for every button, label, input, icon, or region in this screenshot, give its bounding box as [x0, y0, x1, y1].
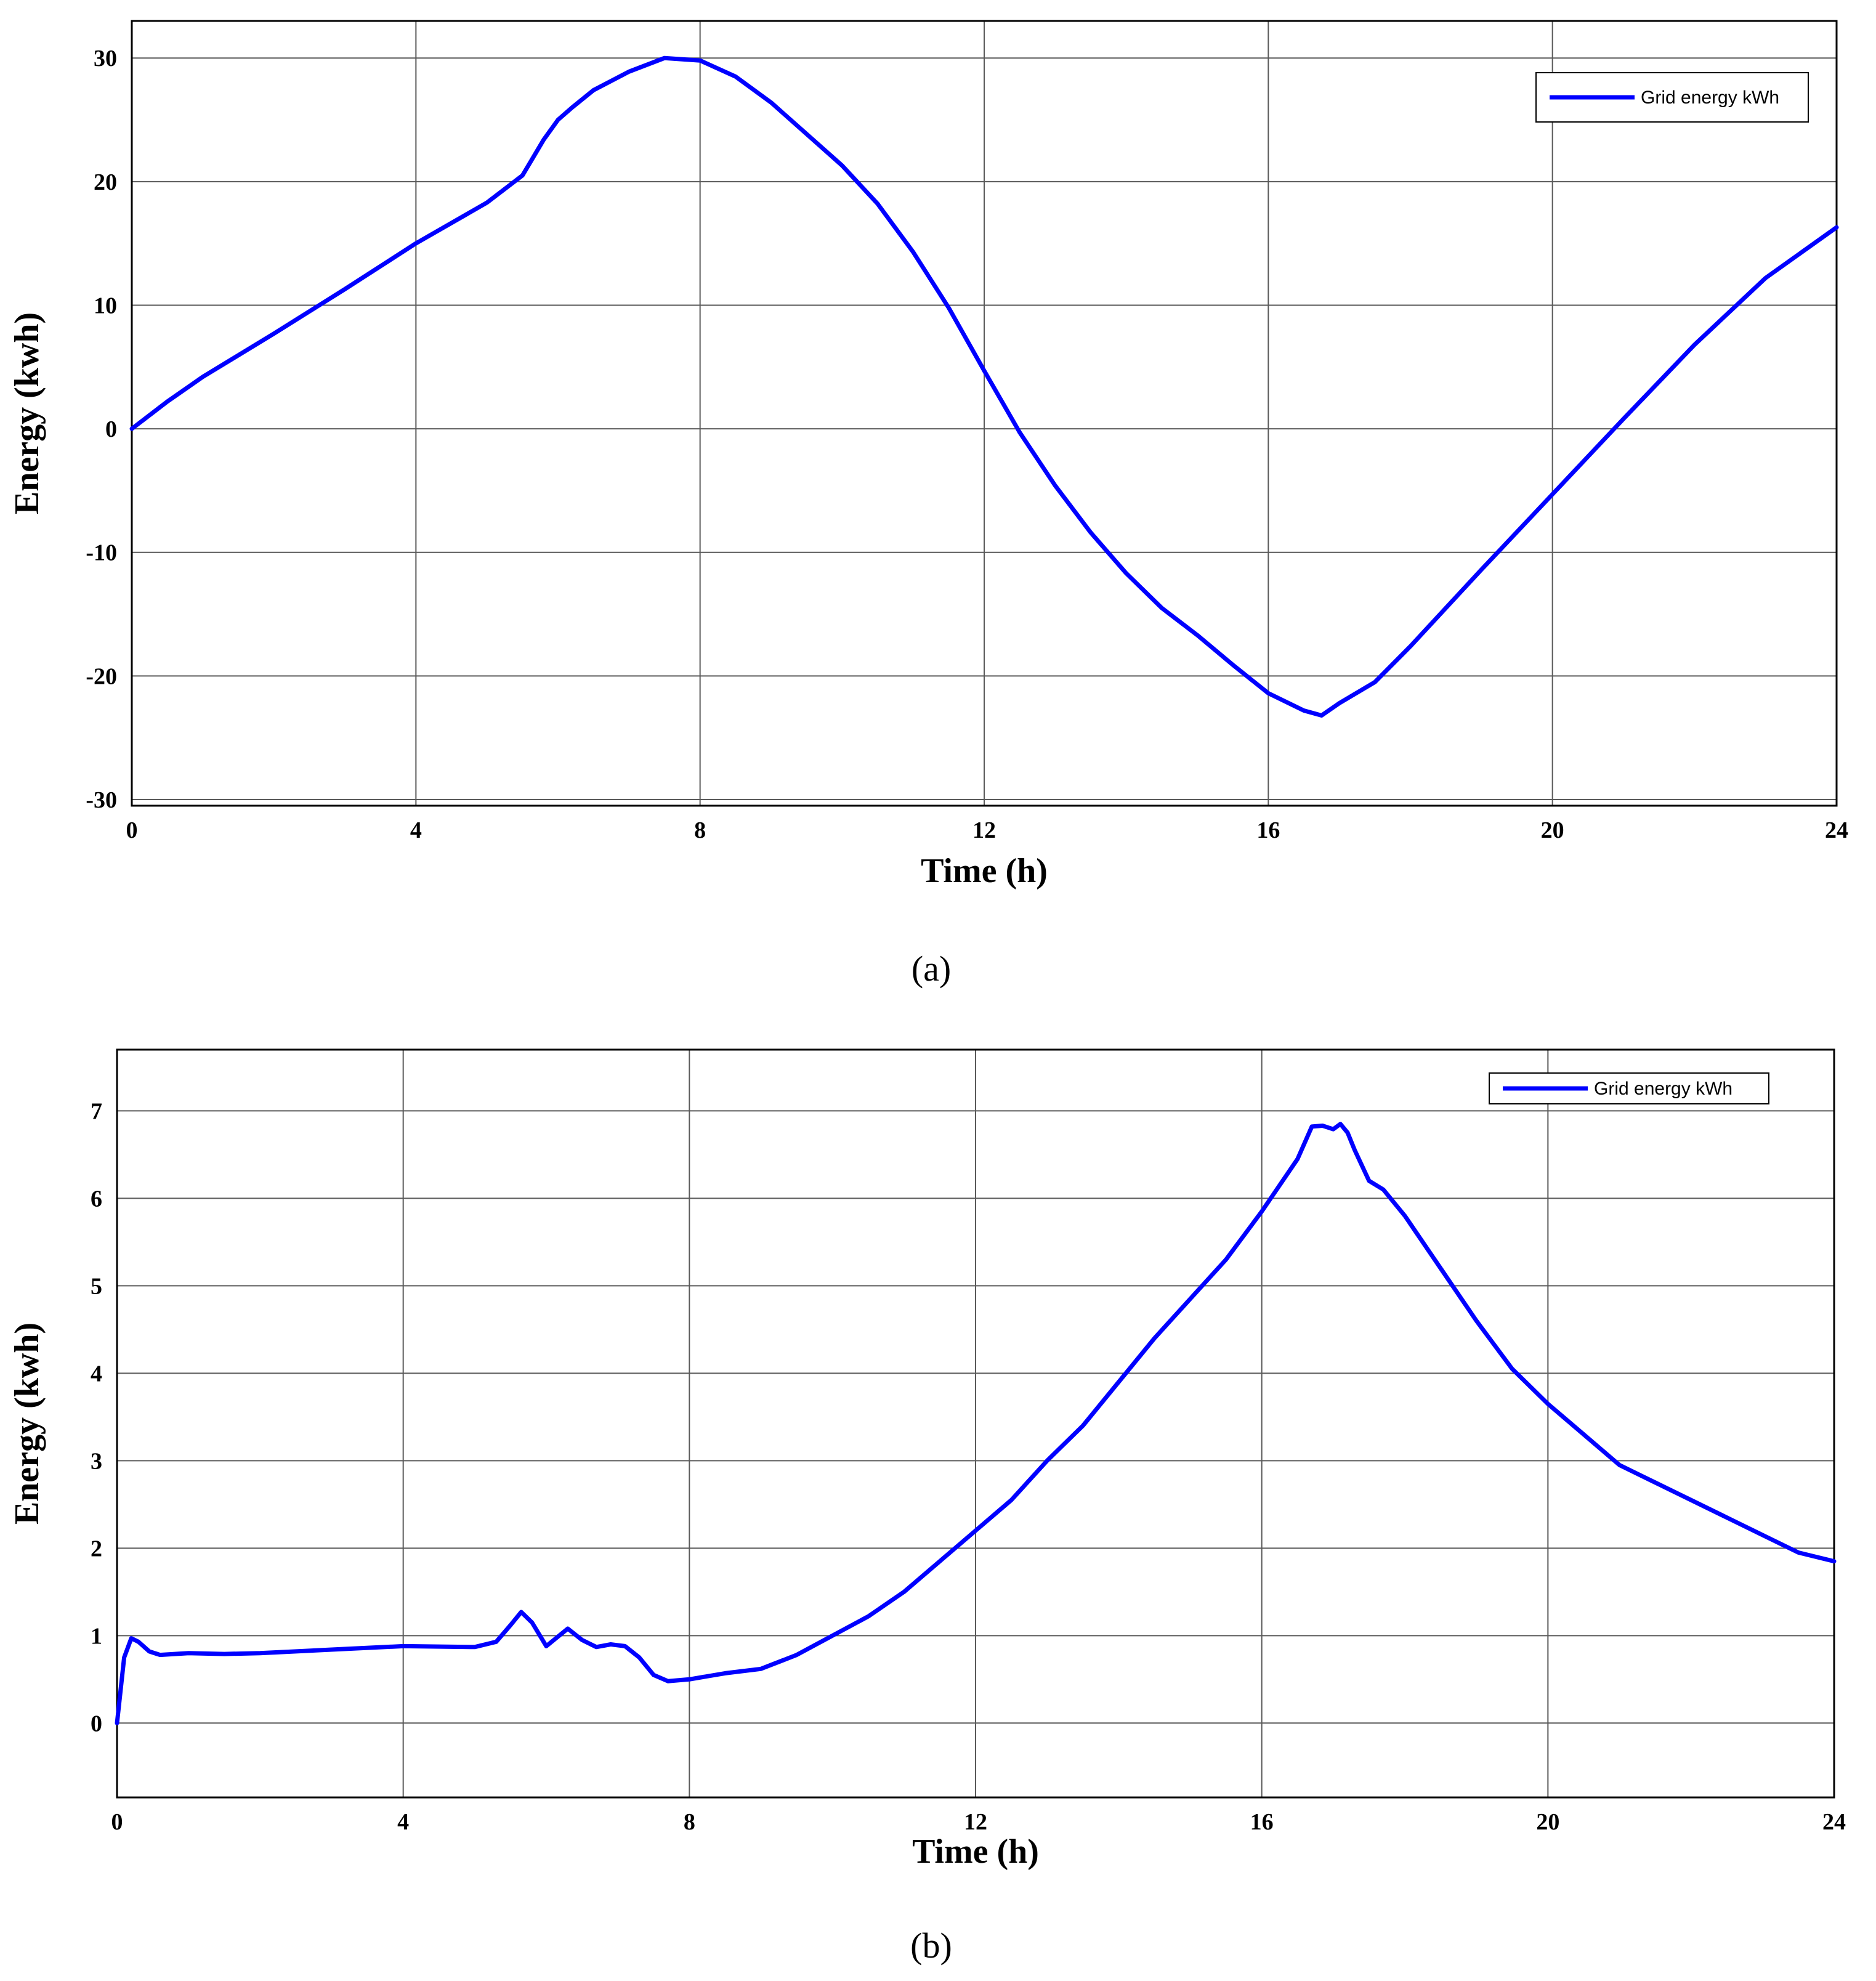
y-tick-label: 7 [91, 1098, 102, 1124]
y-axis-label: Energy (kwh) [8, 312, 46, 514]
y-tick-label: 30 [94, 46, 117, 71]
panel-caption: (b) [910, 1926, 952, 1966]
legend: Grid energy kWh [1489, 1072, 1769, 1104]
grid-lines [116, 1050, 1835, 1797]
tick-labels: 0 4 8 12 16 20 24 -30 -20 -10 0 10 20 30 [86, 46, 1848, 843]
y-tick-label: 4 [91, 1361, 102, 1387]
legend: Grid energy kWh [1535, 72, 1809, 123]
grid-energy-line [115, 1122, 1837, 1725]
y-tick-label: 10 [94, 293, 117, 318]
y-tick-label: 0 [105, 416, 117, 442]
x-axis-label: Time (h) [912, 1833, 1039, 1871]
y-tick-label: -30 [86, 787, 117, 813]
y-tick-label: -20 [86, 663, 117, 689]
y-tick-label: 2 [91, 1536, 102, 1562]
y-tick-label: 0 [91, 1711, 102, 1736]
x-tick-label: 24 [1825, 817, 1848, 843]
x-tick-label: 24 [1822, 1809, 1846, 1835]
x-tick-label: 4 [397, 1809, 409, 1835]
y-tick-label: 1 [91, 1623, 102, 1649]
x-tick-label: 16 [1250, 1809, 1274, 1835]
legend-label: Grid energy kWh [1594, 1079, 1732, 1099]
y-tick-label: 6 [91, 1186, 102, 1212]
y-axis-label: Energy (kwh) [8, 1323, 46, 1525]
x-tick-label: 20 [1536, 1809, 1559, 1835]
panel-caption: (a) [912, 949, 951, 989]
y-tick-label: 5 [91, 1273, 102, 1299]
x-tick-label: 4 [410, 817, 422, 843]
y-tick-label: 3 [91, 1448, 102, 1474]
x-tick-label: 0 [111, 1809, 123, 1835]
x-tick-label: 12 [972, 817, 996, 843]
plot-frame [131, 20, 1838, 807]
plot-frame [116, 1048, 1835, 1799]
x-tick-label: 8 [684, 1809, 695, 1835]
x-tick-label: 8 [694, 817, 706, 843]
x-tick-label: 12 [964, 1809, 987, 1835]
x-tick-label: 16 [1256, 817, 1280, 843]
chart-panel-a: 0 4 8 12 16 20 24 -30 -20 -10 0 10 20 30 Grid energy … [8, 20, 1848, 989]
x-tick-label: 20 [1541, 817, 1564, 843]
y-tick-label: -10 [86, 540, 117, 566]
grid-energy-line [129, 55, 1839, 718]
legend-label: Grid energy kWh [1641, 87, 1779, 108]
x-tick-label: 0 [126, 817, 138, 843]
y-tick-label: 20 [94, 169, 117, 195]
grid-lines [131, 21, 1837, 806]
x-axis-label: Time (h) [921, 852, 1048, 890]
